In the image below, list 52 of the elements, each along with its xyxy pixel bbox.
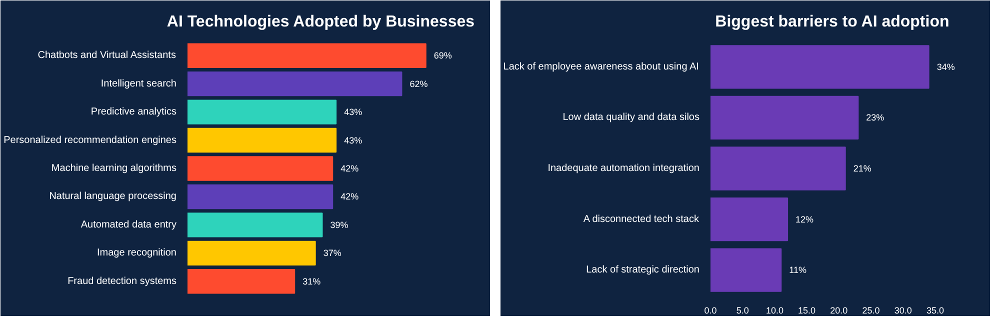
data-label: 43%: [344, 135, 362, 146]
y-tick-label: Fraud detection systems: [68, 276, 176, 287]
y-tick-label: Image recognition: [97, 248, 177, 259]
bar: [188, 240, 316, 266]
x-tick-label: 0.0: [704, 306, 717, 316]
bar: [188, 100, 337, 124]
data-label: 69%: [434, 50, 452, 61]
y-tick-label: Automated data entry: [80, 219, 177, 230]
data-label: 37%: [323, 248, 342, 258]
bar: [710, 45, 930, 89]
bar: [710, 146, 846, 190]
bar: [188, 269, 296, 294]
data-label: 42%: [340, 164, 359, 174]
bar: [188, 184, 334, 210]
bar: [188, 128, 337, 153]
data-label: 21%: [853, 164, 872, 174]
bar: [710, 96, 859, 140]
y-tick-label: Lack of strategic direction: [586, 264, 700, 276]
y-tick-label: Predictive analytics: [90, 106, 177, 118]
bar: [188, 212, 323, 238]
y-tick-label: Inadequate automation integration: [548, 163, 700, 174]
bar: [188, 71, 402, 96]
chart-title: AI Technologies Adopted by Businesses: [166, 14, 475, 30]
data-label: 11%: [789, 265, 806, 276]
bar: [710, 197, 788, 242]
x-tick-label: 35.0: [926, 306, 944, 316]
data-label: 42%: [340, 192, 359, 202]
x-tick-label: 10.0: [766, 306, 784, 316]
y-tick-label: Chatbots and Virtual Assistants: [38, 50, 176, 62]
data-label: 43%: [344, 107, 362, 118]
y-tick-label: Machine learning algorithms: [51, 163, 177, 174]
y-tick-label: Natural language processing: [49, 191, 177, 202]
x-tick-label: 25.0: [862, 306, 880, 316]
y-tick-label: Personalized recommendation engines: [4, 134, 177, 146]
y-tick-label: A disconnected tech stack: [583, 214, 700, 225]
data-label: 34%: [936, 62, 955, 72]
data-label: 31%: [302, 276, 321, 286]
x-tick-label: 5.0: [736, 306, 749, 316]
bar: [710, 248, 782, 292]
data-label: 12%: [796, 214, 814, 224]
chart-title: Biggest barriers to AI adoption: [715, 14, 950, 30]
data-label: 39%: [330, 220, 348, 230]
y-tick-label: Low data quality and data silos: [562, 112, 700, 124]
x-tick-label: 15.0: [798, 306, 816, 316]
data-label: 23%: [866, 112, 884, 123]
bar: [188, 43, 426, 68]
bar: [188, 156, 334, 181]
y-tick-label: Lack of employee awareness about using AI: [503, 61, 699, 72]
x-tick-label: 30.0: [894, 306, 912, 316]
data-label: 62%: [410, 78, 428, 89]
x-tick-label: 20.0: [830, 306, 848, 316]
y-tick-label: Intelligent search: [100, 78, 177, 90]
